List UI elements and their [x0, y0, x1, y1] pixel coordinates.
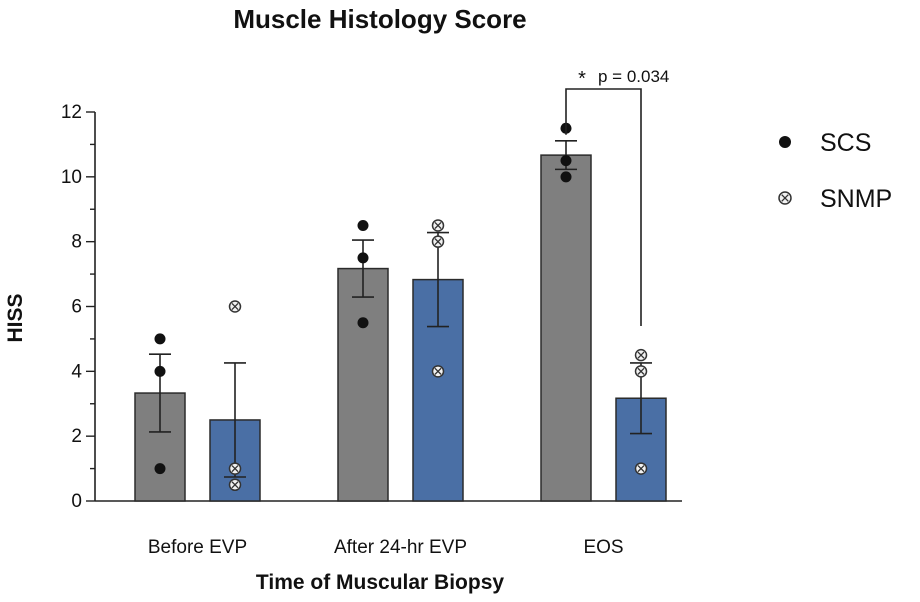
data-point-scs	[357, 219, 369, 231]
data-point-snmp	[431, 219, 445, 232]
data-point-snmp	[634, 462, 648, 475]
data-point-scs	[154, 463, 166, 475]
data-point-scs	[154, 333, 166, 345]
y-tick-label: 0	[71, 491, 82, 512]
data-point-scs	[154, 365, 166, 377]
y-tick-label: 12	[61, 102, 82, 123]
legend-marker-snmp	[778, 191, 792, 205]
data-point-scs	[560, 171, 572, 183]
data-point-scs	[357, 252, 369, 264]
data-point-snmp	[228, 462, 242, 475]
x-category-label: Before EVP	[148, 537, 247, 558]
y-axis-title: HISS	[4, 293, 27, 342]
data-point-snmp	[634, 365, 648, 378]
data-point-snmp	[228, 478, 242, 492]
y-tick-label: 2	[71, 426, 82, 447]
chart-title: Muscle Histology Score	[233, 4, 526, 34]
y-tick-label: 4	[71, 361, 82, 382]
legend-label: SNMP	[820, 185, 892, 213]
x-axis-title: Time of Muscular Biopsy	[256, 571, 504, 594]
x-category-label: EOS	[583, 537, 623, 558]
x-category-label: After 24-hr EVP	[334, 537, 467, 558]
y-tick-label: 6	[71, 297, 82, 318]
data-point-scs	[357, 317, 369, 329]
data-point-scs	[560, 155, 572, 167]
data-point-snmp	[431, 365, 445, 378]
legend-marker-scs	[779, 136, 791, 148]
plot-area: 0 2 4 6 8 10 12 Before EVP After 24-hr EVP EOS * p …	[61, 67, 892, 558]
significance-bracket	[565, 88, 642, 326]
bar-scs	[337, 267, 389, 502]
y-tick-label: 8	[71, 232, 82, 253]
data-point-snmp	[228, 300, 242, 313]
data-point-snmp	[431, 235, 445, 248]
legend-label: SCS	[820, 129, 871, 157]
y-tick-label: 10	[61, 167, 82, 188]
bar-scs	[540, 154, 592, 502]
significance-star: *	[578, 68, 586, 90]
p-value-label: p = 0.034	[598, 67, 669, 86]
data-point-snmp	[634, 348, 648, 362]
